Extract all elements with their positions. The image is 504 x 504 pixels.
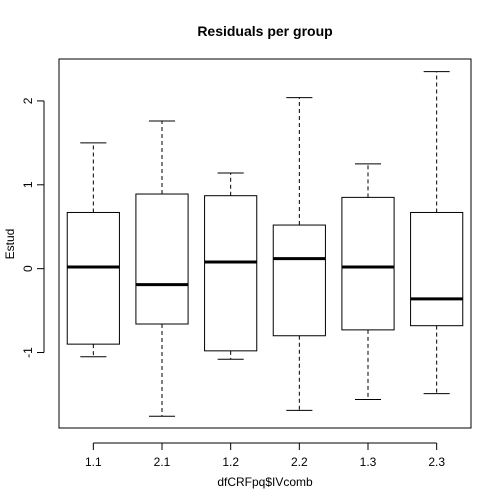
- iqr-box: [135, 193, 189, 325]
- y-tick-label: 2: [21, 97, 35, 104]
- x-tick-label: 2.3: [428, 455, 445, 469]
- box-1.3: [341, 163, 395, 400]
- chart-title: Residuals per group: [197, 23, 332, 39]
- iqr-box: [66, 211, 120, 345]
- x-tick-label: 1.1: [85, 455, 102, 469]
- box-2.2: [272, 97, 326, 411]
- x-axis-label: dfCRFpq$IVcomb: [217, 475, 313, 489]
- plot-frame: [58, 58, 472, 429]
- x-tick-label: 1.2: [222, 455, 239, 469]
- y-tick-label: -1: [21, 347, 35, 358]
- y-tick-label: 0: [21, 265, 35, 272]
- iqr-box: [204, 195, 258, 352]
- iqr-box: [341, 196, 395, 331]
- box-2.3: [410, 71, 464, 395]
- iqr-box: [410, 211, 464, 327]
- box-1.1: [66, 142, 120, 358]
- y-axis-label: Estud: [3, 229, 17, 260]
- box-2.1: [135, 120, 189, 417]
- x-axis: 1.1 2.1 1.2 2.2 1.3 2.3: [85, 442, 445, 469]
- y-tick-label: 1: [21, 181, 35, 188]
- boxes-group: [66, 71, 464, 417]
- iqr-box: [272, 224, 326, 337]
- x-tick-label: 1.3: [360, 455, 377, 469]
- y-axis: -1 0 1 2: [21, 97, 45, 358]
- box-1.2: [204, 172, 258, 360]
- x-tick-label: 2.2: [291, 455, 308, 469]
- x-tick-label: 2.1: [154, 455, 171, 469]
